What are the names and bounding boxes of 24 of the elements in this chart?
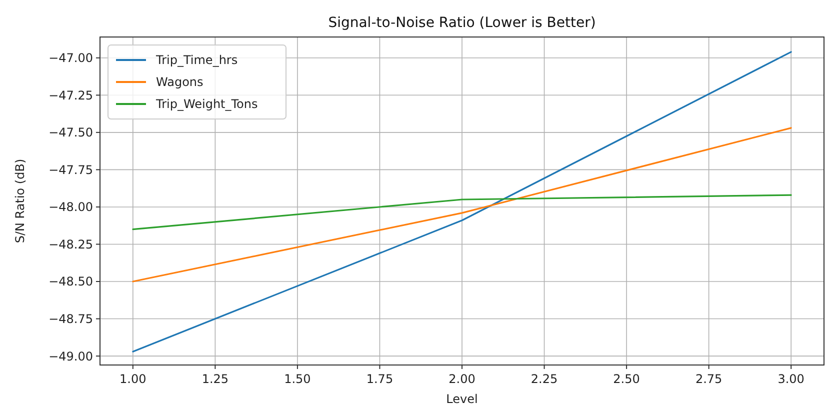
x-tick-label: 1.75	[366, 372, 394, 386]
legend-label: Wagons	[156, 75, 204, 90]
y-axis-title: S/N Ratio (dB)	[13, 158, 27, 244]
y-tick-label: −48.25	[48, 237, 93, 252]
y-tick-label: −47.50	[48, 126, 93, 140]
y-tick-label: −47.75	[48, 162, 93, 177]
y-tick-label: −48.75	[48, 312, 93, 326]
x-tick-label: 1.50	[284, 372, 311, 386]
y-tick-label: −47.25	[48, 88, 93, 102]
x-tick-label: 1.00	[120, 372, 146, 386]
x-tick-label: 2.50	[613, 372, 640, 386]
x-tick-label: 1.25	[202, 372, 229, 386]
x-axis-title: Level	[446, 392, 478, 406]
x-tick-label: 2.00	[448, 372, 476, 386]
y-tick-label: −49.00	[48, 349, 93, 364]
legend-label: Trip_Time_hrs	[155, 53, 238, 68]
x-tick-label: 3.00	[778, 372, 804, 386]
y-tick-label: −48.50	[48, 274, 93, 289]
x-tick-label: 2.75	[695, 372, 722, 386]
y-tick-label: −47.00	[48, 51, 93, 66]
legend-label: Trip_Weight_Tons	[155, 97, 258, 112]
x-tick-label: 2.25	[530, 372, 558, 386]
chart-title: Signal-to-Noise Ratio (Lower is Better)	[328, 15, 596, 31]
y-tick-label: −48.00	[48, 200, 93, 214]
